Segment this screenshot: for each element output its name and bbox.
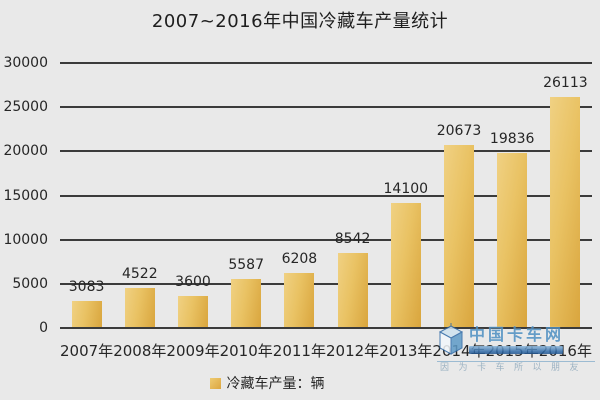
bar: [124, 288, 155, 328]
bar: [178, 296, 208, 328]
x-axis-tick-label: 2012年: [326, 342, 380, 360]
watermark-banner-strip: [469, 345, 563, 354]
y-axis-tick-label: 0: [39, 320, 48, 336]
bar-value-label: 26113: [543, 75, 588, 91]
bar-value-label: 5587: [228, 257, 264, 273]
bar: [231, 279, 262, 328]
bar-value-label: 4522: [121, 266, 158, 282]
bar: [497, 153, 528, 328]
bar-value-label: 3600: [175, 274, 211, 290]
watermark: 中国卡车网 因为卡车所以朋友: [437, 323, 595, 374]
x-axis-tick-label: 2009年: [166, 342, 220, 360]
watermark-logo-row: 中国卡车网: [437, 323, 595, 357]
gridline: [60, 194, 592, 197]
cube-logo-icon: [438, 323, 464, 355]
bar-value-label: 6208: [281, 251, 318, 267]
bar: [337, 253, 368, 328]
legend-item: 冷藏车产量：辆: [209, 373, 325, 393]
bar: [550, 97, 581, 328]
gridline: [60, 282, 592, 285]
y-axis-tick-label: 25000: [3, 99, 48, 116]
bar: [284, 273, 315, 328]
x-axis-tick-label: 2008年: [113, 342, 167, 360]
chart-title: 2007~2016年中国冷藏车产量统计: [151, 11, 449, 32]
bar-value-label: 8542: [334, 231, 371, 247]
x-axis-line: [60, 327, 592, 329]
bar: [71, 301, 102, 328]
bar-value-label: 14100: [383, 181, 429, 197]
y-axis-tick-label: 20000: [3, 143, 48, 160]
x-axis-tick-label: 2010年: [219, 342, 273, 360]
bar: [444, 145, 474, 328]
legend: 冷藏车产量：辆: [0, 373, 600, 393]
bar-value-label: 3083: [68, 279, 105, 295]
y-axis-tick-label: 10000: [3, 231, 48, 248]
watermark-brand-text: 中国卡车网: [469, 325, 565, 344]
bar-value-label: 19836: [489, 131, 535, 147]
x-axis-tick-label: 2011年: [272, 342, 326, 360]
legend-label: 冷藏车产量：辆: [226, 376, 325, 392]
watermark-divider: [437, 361, 595, 362]
y-axis-tick-label: 15000: [3, 187, 48, 204]
gridline: [60, 106, 592, 109]
x-axis-tick-label: 2007年: [60, 342, 114, 360]
gridline: [60, 238, 592, 241]
gridline: [60, 62, 592, 64]
bar: [390, 203, 421, 328]
watermark-tagline: 因为卡车所以朋友: [440, 363, 589, 373]
legend-swatch-icon: [209, 377, 221, 389]
y-axis-tick-label: 30000: [3, 55, 48, 71]
watermark-brand-block: 中国卡车网: [469, 323, 564, 354]
y-axis-tick-label: 5000: [12, 275, 48, 292]
gridline: [60, 150, 592, 153]
bar-value-label: 20673: [436, 123, 482, 139]
x-axis-tick-label: 2013年: [379, 342, 433, 360]
